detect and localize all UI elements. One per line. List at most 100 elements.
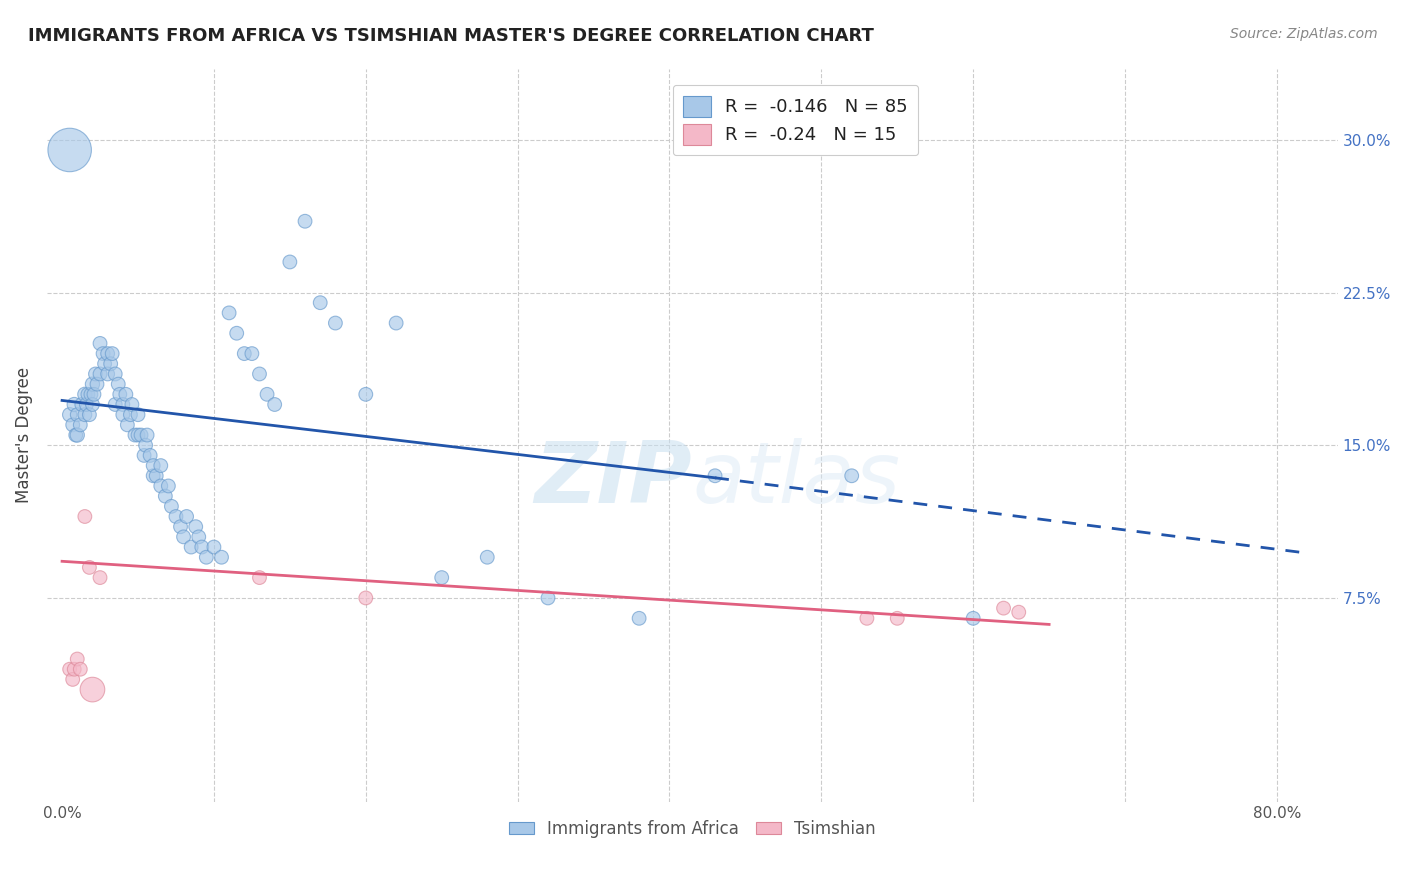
Point [70,397,93,411]
Point [135,438,157,452]
Point [191,540,214,554]
Text: IMMIGRANTS FROM AFRICA VS TSIMSHIAN MASTER'S DEGREE CORRELATION CHART: IMMIGRANTS FROM AFRICA VS TSIMSHIAN MAST… [28,27,875,45]
Point [73,509,96,524]
Point [704,468,727,483]
Point [79,408,101,422]
Point [84,367,107,381]
Point [155,489,177,503]
Text: Source: ZipAtlas.com: Source: ZipAtlas.com [1230,27,1378,41]
Point [354,387,377,401]
Point [145,468,167,483]
Point [127,428,149,442]
Point [97,346,120,360]
Point [256,387,278,401]
Point [962,611,984,625]
Point [89,367,111,381]
Point [75,397,97,411]
Point [294,214,316,228]
Point [149,479,172,493]
Point [100,357,122,371]
Point [249,367,271,381]
Point [132,449,155,463]
Point [430,571,453,585]
Point [187,530,209,544]
Point [73,408,96,422]
Point [82,397,104,411]
Point [111,397,134,411]
Point [129,428,152,442]
Point [91,346,114,360]
Point [111,408,134,422]
Point [233,346,256,360]
Point [278,255,301,269]
Point [86,377,108,392]
Point [993,601,1015,615]
Point [69,417,91,432]
Point [83,387,105,401]
Point [886,611,908,625]
Point [160,500,183,514]
Point [66,428,89,442]
Point [117,417,139,432]
Point [325,316,347,330]
Point [66,408,89,422]
Point [93,357,115,371]
Point [120,408,142,422]
Point [108,387,131,401]
Point [89,571,111,585]
Point [142,468,165,483]
Point [1008,605,1031,619]
Point [628,611,651,625]
Point [218,306,240,320]
Point [211,550,233,565]
Point [841,468,863,483]
Point [856,611,879,625]
Point [82,377,104,392]
Point [184,519,207,533]
Point [169,519,191,533]
Point [354,591,377,605]
Point [97,367,120,381]
Point [66,652,89,666]
Point [104,397,127,411]
Legend: Immigrants from Africa, Tsimshian: Immigrants from Africa, Tsimshian [502,814,883,845]
Point [139,449,162,463]
Point [107,377,129,392]
Point [62,673,84,687]
Point [195,550,218,565]
Point [121,397,143,411]
Point [127,408,149,422]
Point [63,397,86,411]
Point [249,571,271,585]
Point [79,560,101,574]
Point [225,326,247,341]
Point [149,458,172,473]
Point [65,428,87,442]
Point [59,662,82,676]
Point [89,336,111,351]
Point [537,591,560,605]
Point [157,479,180,493]
Point [136,428,159,442]
Point [59,408,82,422]
Point [477,550,499,565]
Point [180,540,202,554]
Point [69,662,91,676]
Point [240,346,263,360]
Point [80,387,103,401]
Point [165,509,187,524]
Point [63,662,86,676]
Point [176,509,198,524]
Point [124,428,146,442]
Point [62,417,84,432]
Point [309,295,332,310]
Point [73,387,96,401]
Y-axis label: Master's Degree: Master's Degree [15,367,32,503]
Point [82,682,104,697]
Text: atlas: atlas [692,438,900,521]
Point [77,387,100,401]
Point [104,367,127,381]
Point [385,316,408,330]
Point [202,540,225,554]
Point [263,397,285,411]
